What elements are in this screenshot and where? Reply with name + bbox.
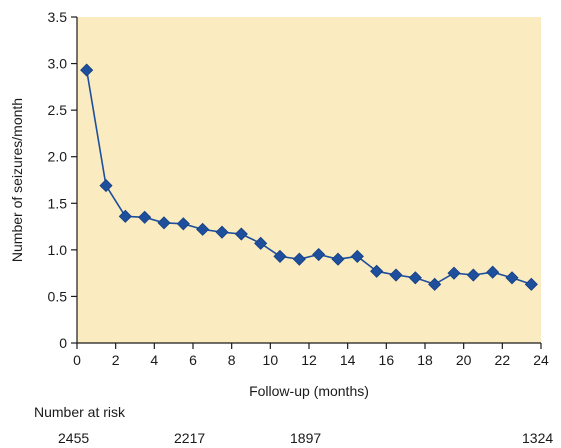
x-tick-label: 8 [228,352,236,368]
data-point [447,266,461,280]
x-tick-label: 16 [379,352,395,368]
x-tick-label: 20 [456,352,472,368]
y-tick-label: 3.0 [48,56,68,72]
data-point [505,271,519,285]
y-tick-label: 2.5 [48,102,68,118]
data-point [389,268,403,282]
data-point [157,216,171,230]
x-tick-label: 14 [340,352,356,368]
data-point [350,249,364,263]
x-tick-label: 2 [112,352,120,368]
risk-table-title: Number at risk [34,404,126,420]
data-point [138,210,152,224]
data-point [176,217,190,231]
y-tick-label: 1.0 [48,242,68,258]
data-point [118,209,132,223]
y-tick-label: 3.5 [48,9,68,25]
data-point [234,227,248,241]
data-point [215,225,229,239]
risk-count-month-6: 2217 [174,430,206,446]
data-point [80,63,94,77]
data-point [273,249,287,263]
x-tick-label: 0 [73,352,81,368]
y-axis-title: Number of seizures/month [9,98,25,262]
data-point [428,277,442,291]
data-point [254,236,268,250]
x-tick-label: 18 [417,352,433,368]
x-tick-label: 24 [533,352,549,368]
y-tick-label: 2.0 [48,149,68,165]
data-point [370,264,384,278]
data-point [196,222,210,236]
data-point [466,268,480,282]
y-tick-label: 0.5 [48,288,68,304]
risk-count-month-0: 2455 [58,430,90,446]
x-axis-title: Follow-up (months) [249,383,369,399]
x-tick-label: 22 [495,352,511,368]
data-point [486,265,500,279]
y-tick-label: 1.5 [48,195,68,211]
plot-area [77,17,541,343]
x-tick-label: 10 [263,352,279,368]
data-point [524,277,538,291]
x-tick-label: 6 [189,352,197,368]
axes: 0 2 4 6 8 10 12 14 16 18 20 22 2400.51.01.52.02.53.0… [48,9,549,368]
x-tick-label: 4 [150,352,158,368]
data-point [312,247,326,262]
data-point [408,271,422,285]
data-point [292,252,306,266]
risk-count-month-12: 1897 [290,430,322,446]
y-tick-label: 0 [59,335,67,351]
risk-count-month-24: 1324 [522,430,554,446]
x-tick-label: 12 [301,352,317,368]
series-group [80,63,538,291]
data-point [99,179,113,193]
data-point [331,252,345,266]
